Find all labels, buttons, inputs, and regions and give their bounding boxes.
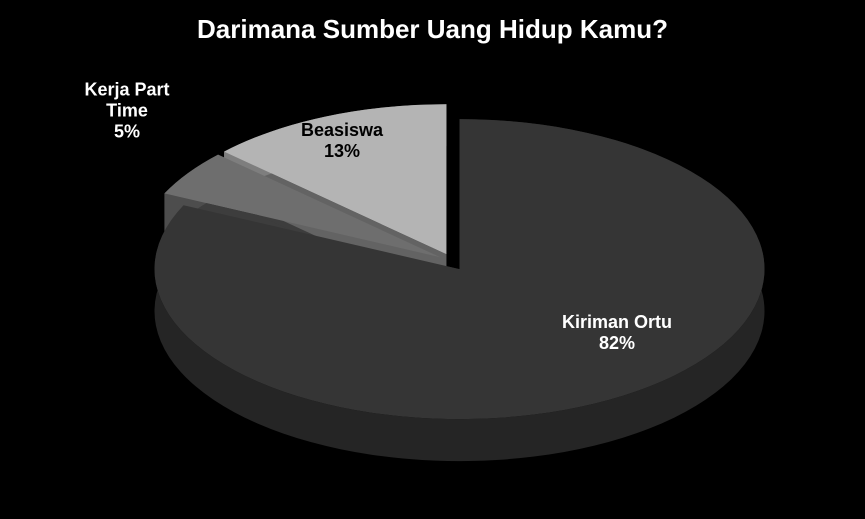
data-label: Kiriman Ortu 82% (562, 312, 672, 354)
data-label: Kerja Part Time 5% (77, 80, 177, 143)
value-label: 82% (598, 333, 636, 353)
pie-slice (154, 119, 765, 420)
category-label: Kerja Part Time (84, 79, 170, 121)
chart-title: Darimana Sumber Uang Hidup Kamu? (197, 14, 668, 44)
category-label: Kiriman Ortu (561, 312, 673, 332)
data-label: Beasiswa 13% (301, 120, 383, 162)
pie-slice (164, 154, 441, 258)
pie-slice (224, 104, 447, 255)
value-label: 5% (113, 121, 140, 142)
value-label: 13% (323, 141, 361, 161)
category-label: Beasiswa (300, 120, 384, 140)
